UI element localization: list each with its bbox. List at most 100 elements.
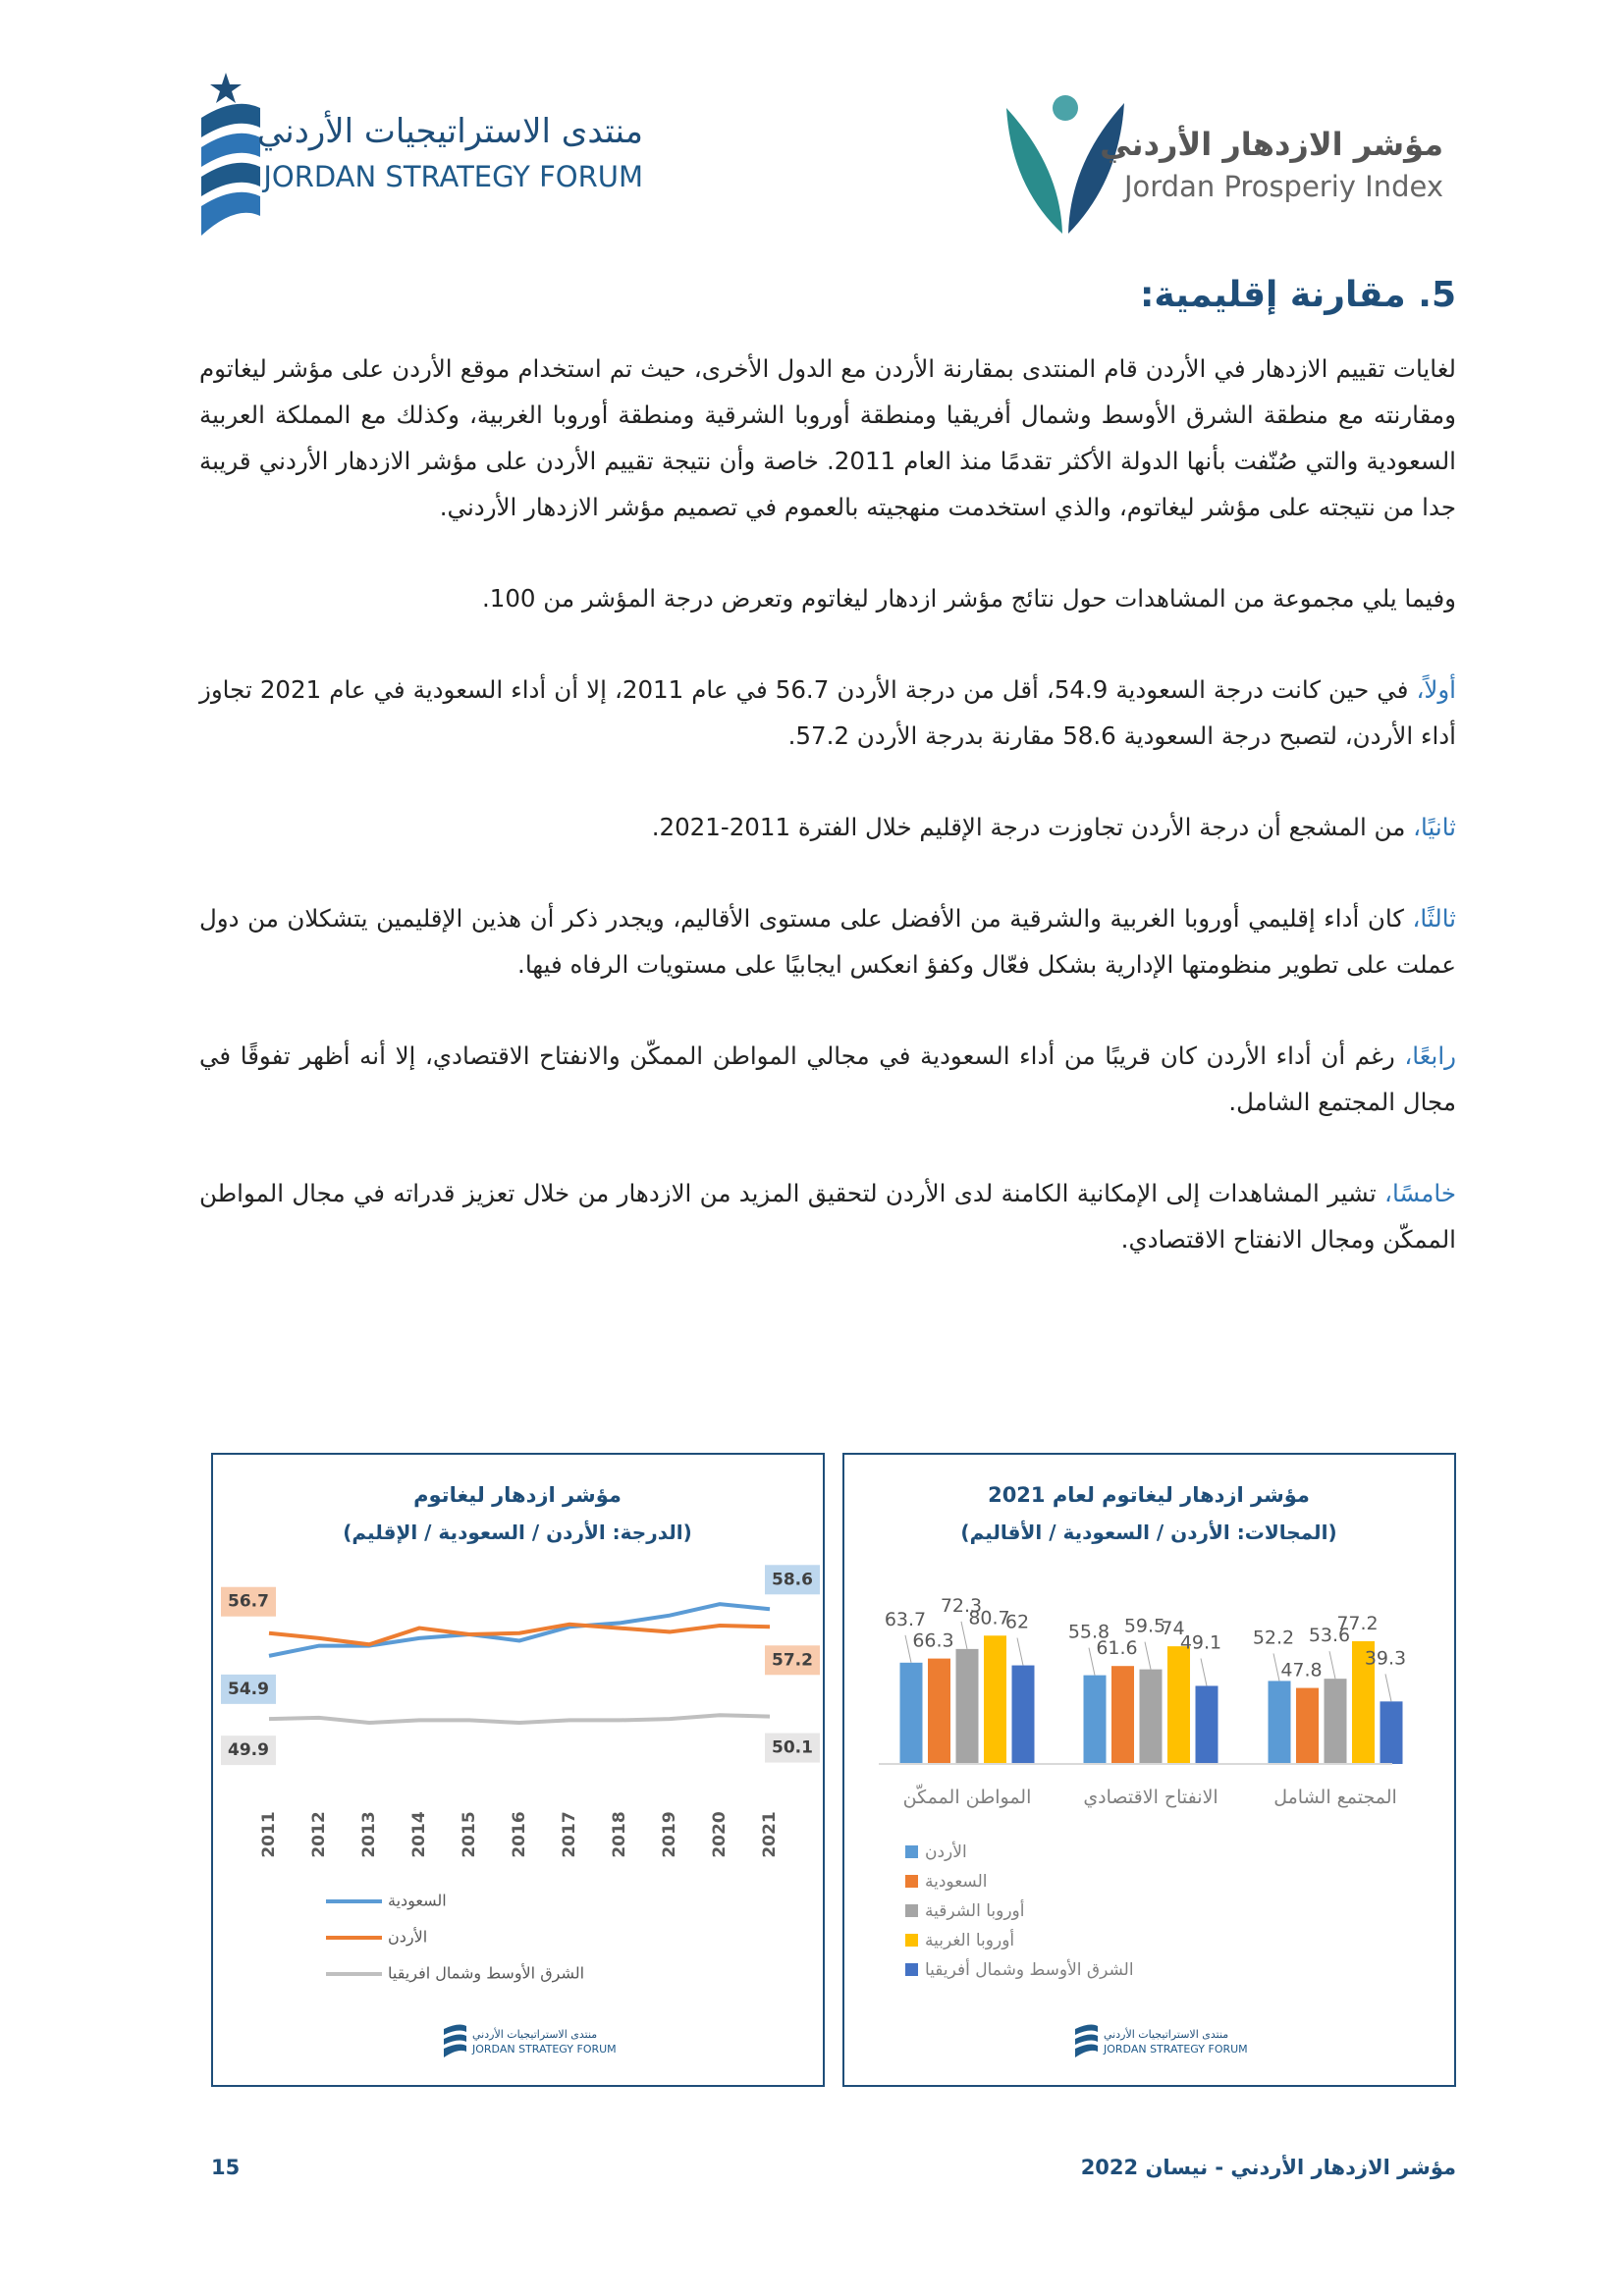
paragraph: ثانيًا، من المشجع أن درجة الأردن تجاوزت … [199,804,1456,850]
data-label: 49.9 [228,1740,269,1760]
right-logo-english: Jordan Prosperiy Index [1122,170,1443,203]
bar [984,1635,1006,1764]
legend-swatch [905,1845,918,1858]
jpi-logo-icon [1006,95,1124,234]
chart-subtitle: (الدرجة: الأردن / السعودية / الإقليم) [343,1520,692,1544]
chart-subtitle: (المجالات: الأردن / السعودية / الأقاليم) [960,1520,1336,1544]
right-logo-arabic: مؤشر الازدهار الأردني [1100,125,1443,163]
series-line [268,1622,771,1647]
source-logo-icon [444,2024,466,2057]
series-line [268,1713,771,1726]
leader-line [1200,1658,1208,1686]
data-label: 66.3 [912,1630,953,1652]
data-label: 74 [1161,1618,1184,1639]
paragraph-text: لغايات تقييم الازدهار في الأردن قام المن… [199,354,1456,521]
bar [1296,1687,1319,1764]
chart-frame: مؤشر ازدهار ليغاتوم (الدرجة: الأردن / الس… [211,1453,825,2087]
paragraph: رابعًا، رغم أن أداء الأردن كان قريبًا من… [199,1033,1456,1125]
data-label: 53.6 [1309,1625,1350,1646]
data-label: 47.8 [1280,1660,1322,1682]
legend-label: السعودية [388,1892,447,1911]
bar [899,1662,923,1764]
bar [1380,1701,1403,1764]
data-label: 59.5 [1124,1616,1165,1637]
legend-label: الأردن [388,1927,427,1948]
legend-label: أوروبا الغربية [925,1929,1014,1950]
data-label-box [765,1565,820,1595]
paragraph-lead: رابعًا، [1404,1041,1456,1070]
data-label-box [221,1586,276,1617]
source-logo-english: JORDAN STRATEGY FORUM [1103,2043,1248,2056]
x-tick-label: 2018 [610,1811,629,1857]
leader-line [1328,1651,1336,1680]
bar [1195,1685,1218,1764]
leader-line [1384,1674,1392,1702]
leader-line [1144,1641,1152,1670]
paragraph-text: تشير المشاهدات إلى الإمكانية الكامنة لدى… [199,1179,1456,1254]
legend-swatch [905,1904,918,1917]
paragraph: ثالثًا، كان أداء إقليمي أوروبا الغربية و… [199,895,1456,988]
data-label: 77.2 [1336,1613,1378,1634]
series-line [268,1602,771,1658]
jsf-logo-icon [201,73,260,236]
data-label: 58.6 [772,1570,813,1589]
legend-label: أوروبا الشرقية [925,1899,1025,1921]
data-label: 54.9 [228,1680,269,1699]
data-label: 61.6 [1096,1637,1137,1659]
line-chart: مؤشر ازدهار ليغاتوم (الدرجة: الأردن / الس… [221,1483,820,2057]
legend-label: الأردن [925,1842,967,1862]
leader-line [904,1634,912,1663]
bar-chart: مؤشر ازدهار ليغاتوم لعام 2021 (المجالات: … [879,1483,1406,2057]
leader-line [960,1621,968,1649]
footer-title: مؤشر الازدهار الأردني - نيسان 2022 [1080,2156,1456,2179]
paragraph-text: كان أداء إقليمي أوروبا الغربية والشرقية … [199,904,1456,979]
paragraph-text: رغم أن أداء الأردن كان قريبًا من أداء ال… [199,1041,1456,1116]
paragraph-lead: ثالثًا، [1412,904,1456,933]
x-tick-label: 2017 [560,1811,579,1857]
bar [1352,1640,1375,1764]
data-label: 52.2 [1253,1627,1294,1648]
bar [1139,1669,1163,1764]
data-label-box [221,1735,276,1766]
header: منتدى الاستراتيجيات الأردني JORDAN STRAT… [201,73,1443,236]
x-tick-label: 2021 [760,1811,780,1857]
x-tick-label: 2019 [660,1811,679,1857]
legend-label: الشرق الأوسط وشمال افريقيا [388,1963,584,1984]
paragraph-lead: خامسًا، [1384,1179,1456,1207]
source-logo-icon [1075,2024,1098,2057]
bar [1167,1646,1190,1764]
x-tick-label: 2015 [460,1811,479,1857]
bar [1011,1665,1035,1764]
x-tick-label: 2013 [359,1811,379,1857]
data-label: 56.7 [228,1592,269,1612]
x-tick-label: المجتمع الشامل [1273,1787,1397,1808]
source-logo-arabic: منتدى الاستراتيجيات الأردني [472,2027,597,2041]
legend-swatch [905,1875,918,1888]
data-label: 72.3 [941,1595,982,1617]
x-tick-label: الانفتاح الاقتصادي [1083,1787,1218,1808]
x-tick-label: 2012 [309,1811,329,1857]
source-logo-english: JORDAN STRATEGY FORUM [471,2043,617,2056]
paragraph-text: من المشجع أن درجة الأردن تجاوزت درجة الإ… [651,813,1406,841]
legend-label: السعودية [925,1872,987,1892]
chart-frame: مؤشر ازدهار ليغاتوم لعام 2021 (المجالات: … [842,1453,1456,2087]
paragraph: أولاً، في حين كانت درجة السعودية 54.9، أ… [199,667,1456,759]
x-tick-label: المواطن الممكّن [903,1785,1032,1808]
x-tick-label: 2020 [710,1811,730,1857]
bar [1083,1675,1107,1764]
paragraph-lead: أولاً، [1416,675,1456,704]
data-label-box [765,1733,820,1763]
data-label: 80.7 [968,1607,1009,1629]
chart-title: مؤشر ازدهار ليغاتوم لعام 2021 [988,1483,1310,1507]
source-logo-arabic: منتدى الاستراتيجيات الأردني [1104,2027,1228,2041]
legend-label: الشرق الأوسط وشمال أفريقيا [925,1958,1134,1980]
leader-line [1088,1647,1096,1676]
paragraph-text: في حين كانت درجة السعودية 54.9، أقل من د… [199,675,1456,750]
paragraph: لغايات تقييم الازدهار في الأردن قام المن… [199,346,1456,530]
leader-line [1272,1653,1280,1682]
data-label: 50.1 [772,1738,813,1758]
data-label-box [221,1674,276,1704]
body-text: لغايات تقييم الازدهار في الأردن قام المن… [199,346,1456,1308]
chart-title: مؤشر ازدهار ليغاتوم [413,1483,622,1507]
